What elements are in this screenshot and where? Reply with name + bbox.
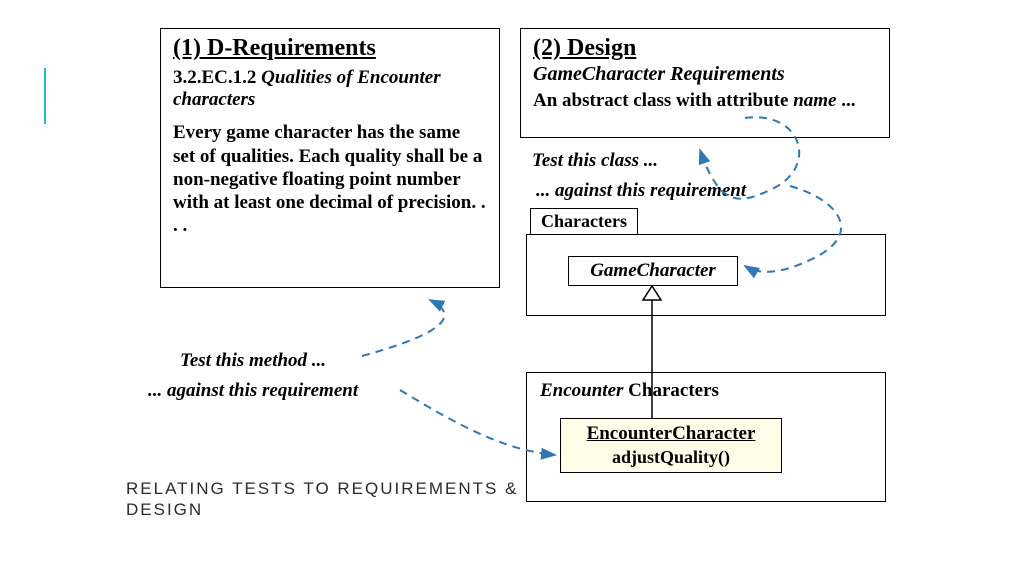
design-body: An abstract class with attribute name ..… [533, 90, 877, 112]
design-subtitle: GameCharacter Requirements [533, 63, 877, 86]
design-title: (2) Design [533, 35, 877, 61]
label-test-class: Test this class ... [532, 150, 658, 172]
footer-line2: DESIGN [126, 499, 518, 520]
requirements-title: (1) D-Requirements [173, 35, 487, 61]
pkg-encounter-label: Encounter Characters [540, 380, 719, 402]
requirements-section: 3.2.EC.1.2 Qualities of Encounter charac… [173, 67, 487, 111]
footer-caption: RELATING TESTS TO REQUIREMENTS & DESIGN [126, 478, 518, 521]
design-body-ital: name [793, 90, 836, 111]
arrow-a3 [362, 300, 444, 356]
design-body-prefix: An abstract class with attribute [533, 90, 788, 111]
accent-bar [44, 68, 46, 124]
class-encountercharacter: EncounterCharacter adjustQuality() [560, 418, 782, 473]
requirements-body: Every game character has the same set of… [173, 121, 487, 237]
pkg-characters-tab: Characters [530, 208, 638, 235]
class-gamecharacter: GameCharacter [568, 256, 738, 286]
label-against-req-2: ... against this requirement [148, 380, 358, 402]
class-encountercharacter-op: adjustQuality() [569, 447, 773, 468]
label-test-method: Test this method ... [180, 350, 326, 372]
pkg-encounter-label-rest: Characters [628, 380, 719, 401]
design-box: (2) Design GameCharacter Requirements An… [520, 28, 890, 138]
label-against-req-1: ... against this requirement [536, 180, 746, 202]
pkg-encounter-label-ital: Encounter [540, 380, 623, 401]
footer-line1: RELATING TESTS TO REQUIREMENTS & [126, 478, 518, 499]
design-body-suffix: ... [841, 90, 855, 111]
section-id: 3.2.EC.1.2 [173, 67, 256, 88]
class-encountercharacter-name: EncounterCharacter [569, 423, 773, 445]
requirements-box: (1) D-Requirements 3.2.EC.1.2 Qualities … [160, 28, 500, 288]
